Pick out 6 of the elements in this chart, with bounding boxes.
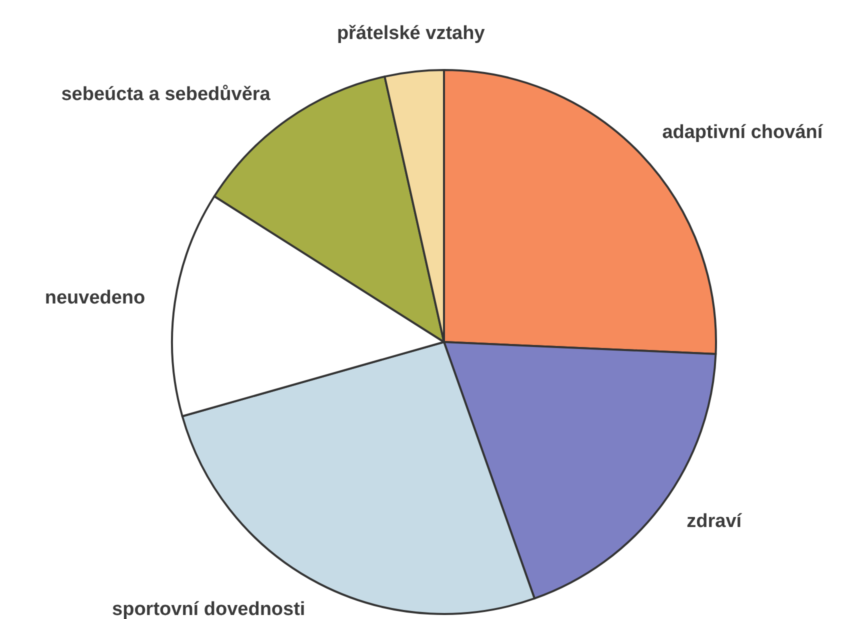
slice-label: neuvedeno — [44, 288, 146, 309]
slice-label: přátelské vztahy — [336, 22, 486, 44]
slice-label: zdraví — [686, 510, 742, 532]
slice-label: sebeúcta a sebedůvěra — [61, 84, 271, 105]
slice-label: sportovní dovednosti — [112, 599, 306, 619]
slice-label: adaptivní chování — [662, 122, 824, 144]
